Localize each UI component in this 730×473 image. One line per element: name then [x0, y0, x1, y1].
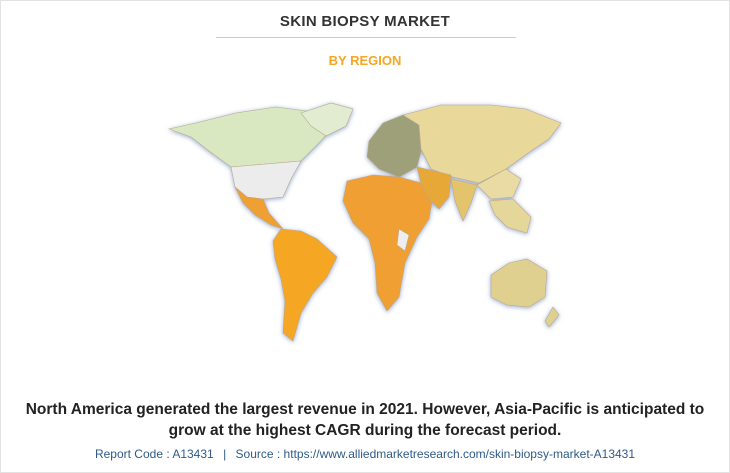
source: Source : https://www.alliedmarketresearc…: [235, 447, 636, 461]
divider: [216, 37, 516, 38]
report-code: Report Code : A13431: [94, 447, 214, 461]
title: SKIN BIOPSY MARKET: [279, 13, 451, 30]
footer: Report Code : A13431 | Source : https://…: [1, 447, 729, 461]
separator: |: [223, 447, 227, 461]
description: North America generated the largest reve…: [25, 401, 705, 439]
subtitle: BY REGION: [328, 53, 402, 68]
world-map: [167, 102, 562, 342]
